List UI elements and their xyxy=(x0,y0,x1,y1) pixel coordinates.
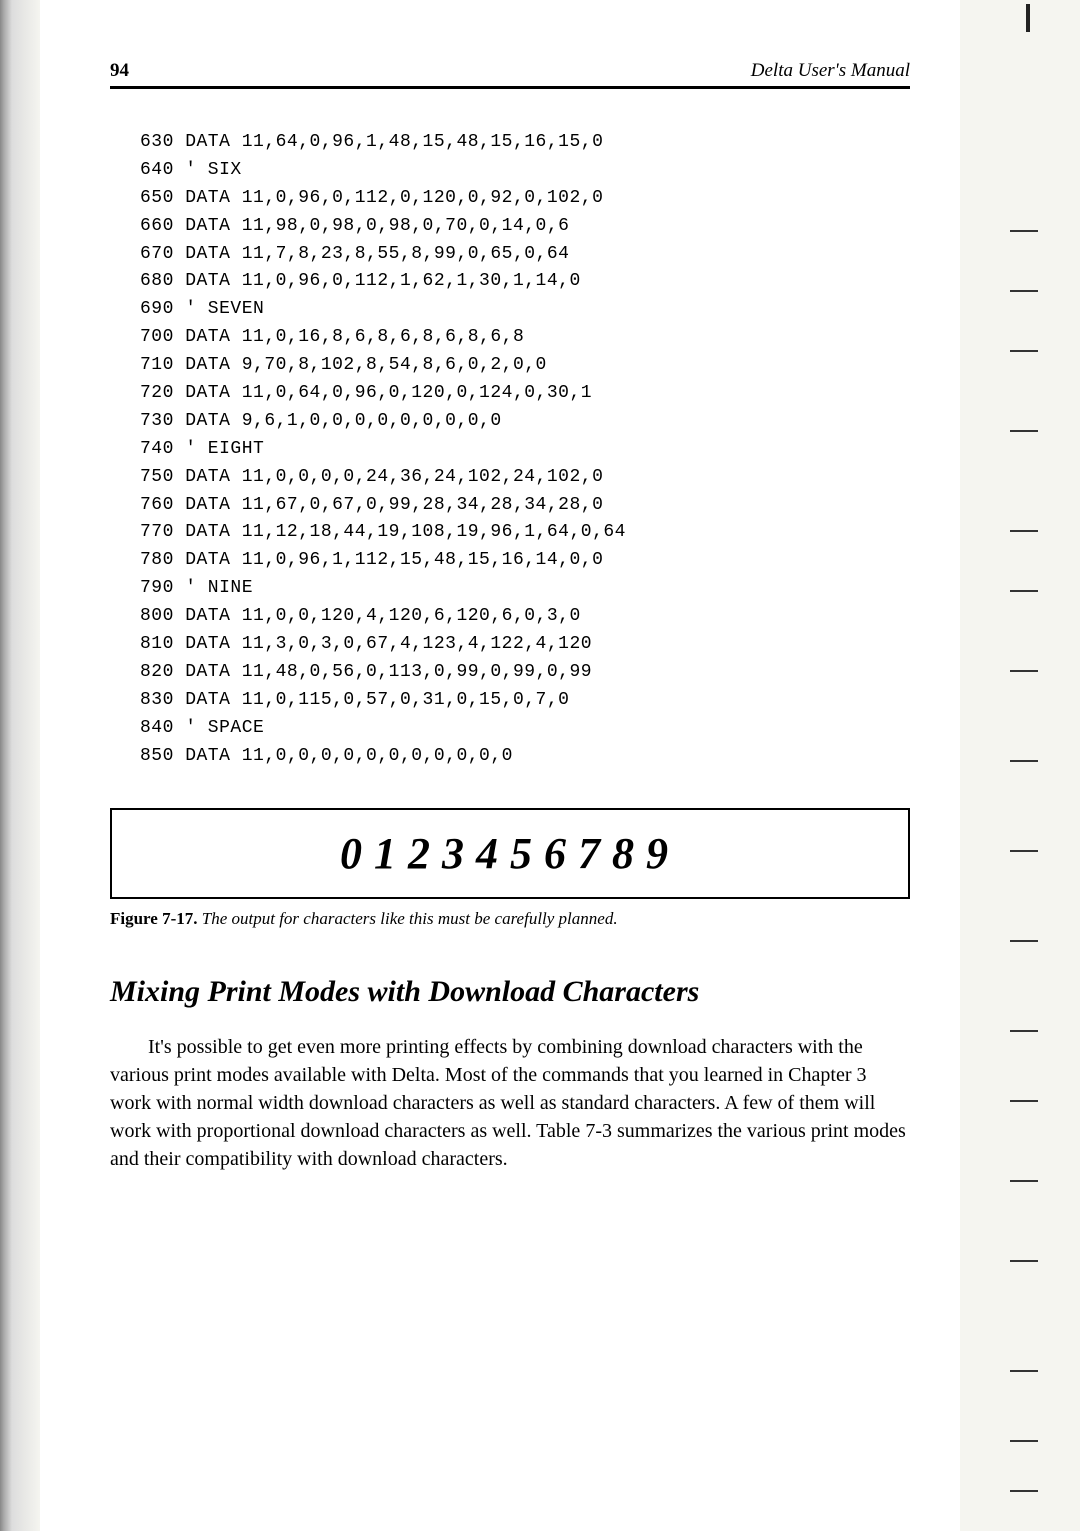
margin-tick xyxy=(1010,1030,1038,1032)
margin-tick xyxy=(1010,1260,1038,1262)
margin-tick xyxy=(1010,670,1038,672)
margin-tick xyxy=(1010,290,1038,292)
margin-tick xyxy=(1010,230,1038,232)
margin-tick xyxy=(1010,1100,1038,1102)
binding-edge xyxy=(0,0,40,1531)
margin-tick xyxy=(1010,1490,1038,1492)
margin-tick xyxy=(1010,760,1038,762)
margin-tick xyxy=(1010,850,1038,852)
right-margin-marks xyxy=(1010,0,1050,1531)
figure-caption-text: The output for characters like this must… xyxy=(198,909,618,928)
figure-caption: Figure 7-17. The output for characters l… xyxy=(110,909,910,929)
page-header: 94 Delta User's Manual xyxy=(110,60,910,89)
margin-tick xyxy=(1010,1180,1038,1182)
margin-tick xyxy=(1010,530,1038,532)
figure-box: 0123456789 xyxy=(110,808,910,899)
section-heading: Mixing Print Modes with Download Charact… xyxy=(110,973,910,1011)
figure-digits: 0123456789 xyxy=(340,829,680,878)
running-head: Delta User's Manual xyxy=(751,60,910,82)
margin-tick xyxy=(1010,940,1038,942)
page-number: 94 xyxy=(110,60,129,82)
body-paragraph: It's possible to get even more printing … xyxy=(110,1033,910,1173)
margin-tick xyxy=(1010,1440,1038,1442)
margin-tick xyxy=(1010,430,1038,432)
page-content: 94 Delta User's Manual 630 DATA 11,64,0,… xyxy=(40,0,960,1531)
code-listing: 630 DATA 11,64,0,96,1,48,15,48,15,16,15,… xyxy=(140,129,910,770)
margin-tick xyxy=(1010,350,1038,352)
margin-tick xyxy=(1010,1370,1038,1372)
figure-label: Figure 7-17. xyxy=(110,909,198,928)
margin-tick xyxy=(1010,590,1038,592)
